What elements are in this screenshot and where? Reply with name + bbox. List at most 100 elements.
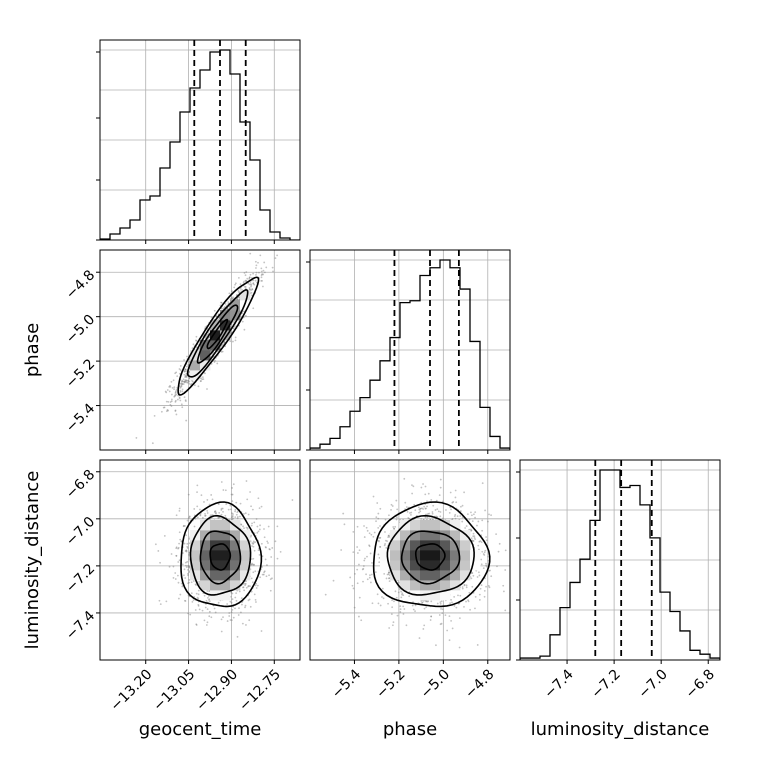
x-tick-label-geocent_time: −12.75	[236, 666, 284, 714]
scatter-point	[184, 599, 186, 602]
scatter-point	[368, 532, 371, 535]
scatter-point	[427, 492, 430, 495]
scatter-point	[174, 394, 177, 396]
scatter-point	[370, 573, 373, 576]
scatter-point	[390, 503, 393, 506]
scatter-point	[464, 527, 467, 529]
density-cell	[200, 520, 211, 531]
scatter-point	[198, 582, 201, 585]
scatter-point	[461, 586, 464, 588]
scatter-point	[187, 379, 190, 382]
scatter-point	[224, 514, 227, 517]
axes-frame	[99, 249, 301, 451]
scatter-point	[523, 547, 525, 549]
scatter-point	[362, 567, 365, 570]
scatter-point	[243, 328, 246, 331]
density-cell	[420, 570, 431, 581]
scatter-point	[231, 518, 234, 520]
scatter-point	[179, 391, 182, 393]
scatter-point	[363, 536, 366, 538]
scatter-point	[342, 512, 345, 515]
scatter-point	[425, 507, 427, 510]
scatter-point	[474, 607, 476, 610]
density-cell	[390, 540, 401, 551]
y-tick-label-luminosity_distance: −7.4	[63, 608, 98, 643]
scatter-point	[369, 552, 372, 555]
scatter-point	[188, 380, 191, 383]
scatter-point	[269, 548, 271, 551]
density-cell	[400, 560, 411, 571]
scatter-point	[356, 568, 359, 571]
scatter-point	[159, 561, 161, 564]
scatter-point	[165, 400, 168, 403]
scatter-point	[387, 534, 390, 537]
scatter-point	[395, 596, 398, 599]
density-cell	[190, 540, 201, 551]
scatter-point	[372, 495, 375, 498]
scatter-point	[483, 554, 486, 556]
scatter-point	[384, 531, 386, 533]
scatter-point	[477, 520, 480, 523]
density-cell	[210, 550, 221, 561]
scatter-point	[204, 606, 207, 609]
scatter-point	[458, 617, 461, 620]
scatter-point	[236, 298, 239, 301]
scatter-point	[166, 409, 169, 411]
scatter-point	[197, 593, 200, 596]
scatter-point	[222, 307, 225, 310]
scatter-point	[197, 589, 200, 592]
density-cell	[210, 520, 221, 531]
scatter-point	[498, 542, 501, 545]
scatter-point	[262, 273, 265, 276]
scatter-point	[177, 547, 179, 550]
scatter-point	[467, 600, 470, 603]
scatter-point	[188, 515, 191, 518]
scatter-point	[478, 599, 481, 601]
scatter-point	[206, 608, 209, 611]
scatter-point	[178, 509, 181, 512]
scatter-point	[461, 520, 464, 523]
scatter-point	[368, 545, 371, 548]
scatter-point	[386, 573, 389, 576]
contour-level-1	[206, 318, 229, 350]
scatter-point	[391, 599, 393, 602]
scatter-point	[378, 561, 381, 564]
scatter-point	[459, 510, 462, 512]
scatter-point	[373, 531, 376, 534]
scatter-point	[223, 340, 226, 343]
scatter-point	[184, 577, 187, 579]
scatter-point	[387, 534, 390, 537]
scatter-point	[175, 413, 178, 416]
scatter-point	[196, 484, 199, 487]
scatter-point	[411, 492, 414, 495]
scatter-point	[465, 584, 468, 587]
scatter-point	[467, 599, 469, 602]
scatter-point	[242, 586, 244, 589]
scatter-point	[213, 607, 216, 610]
scatter-point	[279, 550, 282, 553]
density-cell	[190, 560, 201, 571]
scatter-point	[436, 515, 439, 518]
scatter-point	[231, 493, 234, 496]
scatter-point	[245, 624, 247, 626]
scatter-point	[429, 619, 432, 621]
scatter-point	[220, 618, 223, 621]
scatter-point	[399, 611, 402, 613]
scatter-point	[169, 385, 172, 388]
scatter-point	[480, 563, 483, 566]
scatter-point	[234, 336, 237, 339]
axes-frame	[309, 249, 511, 451]
scatter-point	[418, 508, 421, 511]
scatter-point	[405, 506, 408, 508]
scatter-point	[427, 512, 429, 515]
contour-level-1	[209, 543, 232, 571]
scatter-point	[174, 400, 177, 403]
scatter-point	[244, 274, 247, 277]
scatter-point	[229, 504, 232, 507]
scatter-point	[231, 515, 234, 518]
scatter-point	[170, 553, 173, 555]
scatter-point	[440, 608, 442, 610]
scatter-point	[264, 546, 267, 548]
scatter-point	[254, 584, 257, 587]
scatter-point	[184, 525, 186, 527]
